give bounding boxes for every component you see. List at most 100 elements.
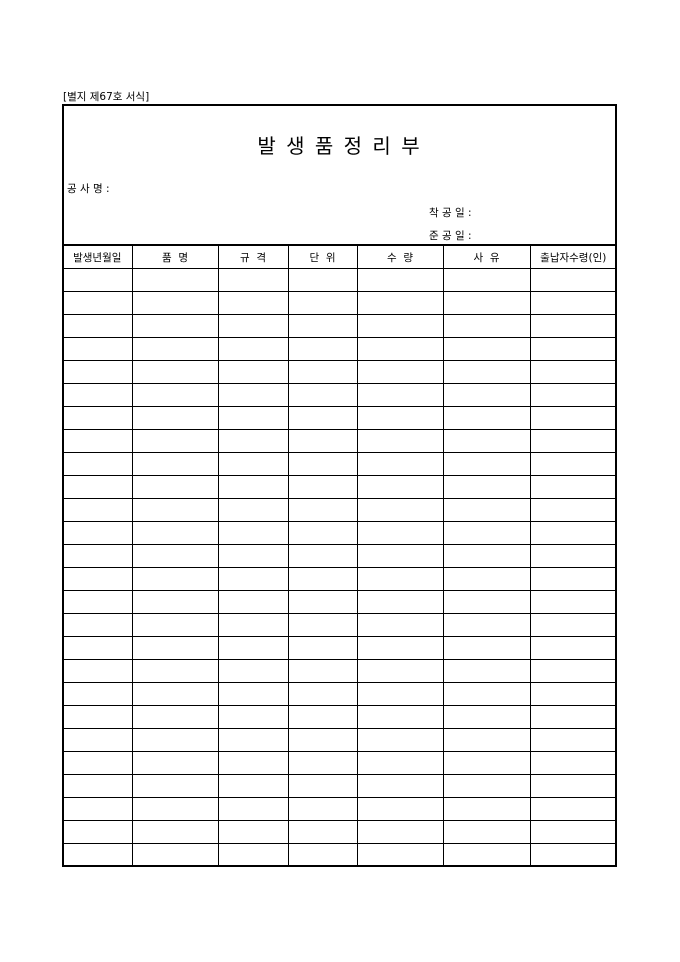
blank-row (63, 406, 616, 430)
blank-cell (131, 774, 219, 798)
blank-row (63, 843, 616, 866)
blank-cell (442, 291, 531, 315)
blank-cell (131, 268, 219, 292)
blank-row (63, 659, 616, 683)
form-title: 발 생 품 정 리 부 (257, 134, 422, 158)
blank-cell (63, 429, 133, 453)
blank-cell (131, 337, 219, 361)
blank-cell (217, 774, 289, 798)
blank-cell (287, 268, 358, 292)
blank-cell (356, 797, 444, 821)
blank-cell (529, 383, 616, 407)
blank-cell (131, 567, 219, 591)
blank-cell (356, 659, 444, 683)
blank-cell (442, 843, 531, 866)
blank-cell (529, 544, 616, 568)
blank-cell (217, 429, 289, 453)
blank-row (63, 314, 616, 338)
blank-cell (442, 314, 531, 338)
blank-cell (529, 682, 616, 706)
blank-cell (529, 337, 616, 361)
blank-cell (356, 475, 444, 499)
blank-cell (442, 636, 531, 660)
blank-cell (131, 751, 219, 775)
blank-cell (63, 682, 133, 706)
blank-cell (217, 797, 289, 821)
blank-cell (217, 567, 289, 591)
blank-cell (63, 475, 133, 499)
blank-row (63, 521, 616, 545)
blank-cell (287, 682, 358, 706)
blank-cell (217, 268, 289, 292)
blank-cell (442, 613, 531, 637)
blank-cell (217, 360, 289, 384)
blank-cell (356, 636, 444, 660)
blank-cell (287, 544, 358, 568)
blank-cell (356, 774, 444, 798)
blank-cell (131, 728, 219, 752)
blank-cell (217, 337, 289, 361)
blank-cell (356, 314, 444, 338)
blank-cell (63, 820, 133, 844)
blank-cell (529, 590, 616, 614)
blank-row (63, 613, 616, 637)
blank-cell (63, 774, 133, 798)
blank-cell (131, 544, 219, 568)
blank-cell (63, 613, 133, 637)
blank-cell (356, 268, 444, 292)
blank-cell (356, 498, 444, 522)
blank-cell (529, 429, 616, 453)
blank-cell (63, 636, 133, 660)
blank-cell (287, 475, 358, 499)
blank-cell (63, 521, 133, 545)
blank-row (63, 498, 616, 522)
blank-cell (63, 751, 133, 775)
blank-cell (131, 682, 219, 706)
blank-cell (442, 728, 531, 752)
blank-cell (529, 406, 616, 430)
blank-cell (287, 406, 358, 430)
header-cell: 규 격 (217, 244, 289, 269)
blank-cell (217, 682, 289, 706)
blank-cell (529, 636, 616, 660)
blank-cell (356, 843, 444, 866)
blank-row (63, 682, 616, 706)
blank-cell (131, 360, 219, 384)
blank-cell (356, 728, 444, 752)
blank-row (63, 636, 616, 660)
blank-cell (131, 475, 219, 499)
blank-cell (529, 705, 616, 729)
blank-cell (63, 544, 133, 568)
blank-cell (356, 567, 444, 591)
blank-cell (131, 797, 219, 821)
blank-cell (131, 498, 219, 522)
blank-cell (287, 291, 358, 315)
blank-cell (529, 774, 616, 798)
header-cell: 발생년월일 (63, 244, 133, 269)
blank-cell (442, 682, 531, 706)
blank-cell (217, 728, 289, 752)
blank-row (63, 360, 616, 384)
header-cell: 사 유 (442, 244, 531, 269)
blank-cell (287, 498, 358, 522)
blank-cell (442, 498, 531, 522)
blank-cell (217, 544, 289, 568)
blank-cell (529, 360, 616, 384)
blank-cell (63, 452, 133, 476)
blank-cell (287, 429, 358, 453)
blank-cell (287, 590, 358, 614)
blank-cell (356, 291, 444, 315)
blank-cell (131, 636, 219, 660)
blank-cell (529, 613, 616, 637)
blank-cell (131, 843, 219, 866)
blank-cell (287, 383, 358, 407)
blank-cell (529, 475, 616, 499)
blank-cell (529, 659, 616, 683)
blank-cell (442, 567, 531, 591)
blank-cell (217, 636, 289, 660)
blank-row (63, 797, 616, 821)
blank-row (63, 820, 616, 844)
blank-cell (131, 383, 219, 407)
